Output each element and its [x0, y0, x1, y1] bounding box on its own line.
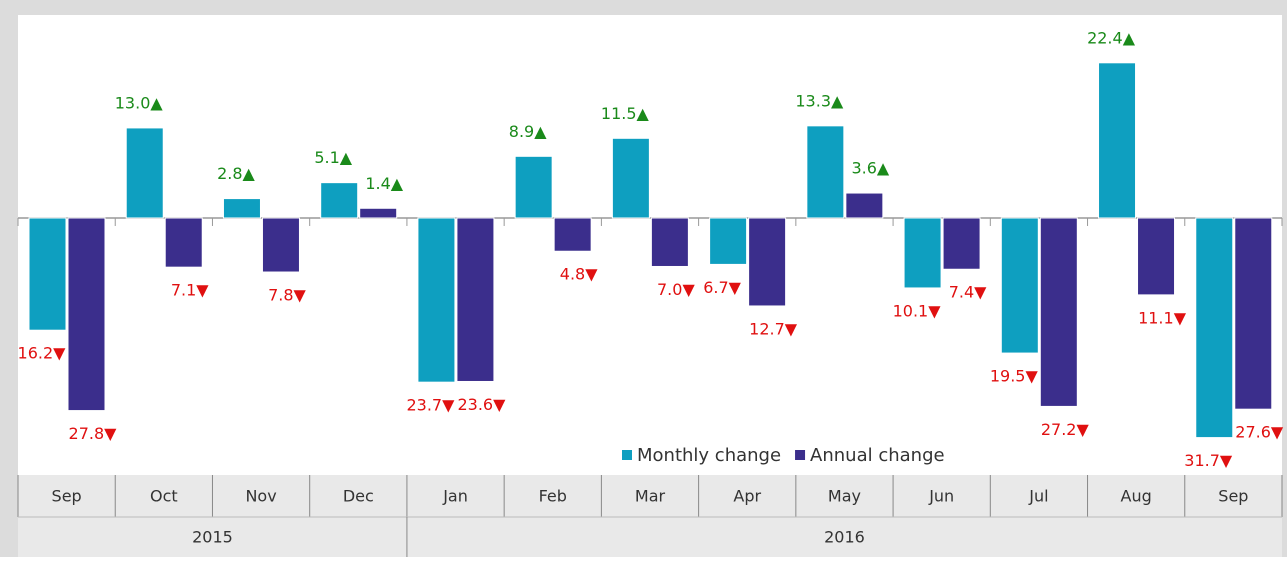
- year-label: 2015: [192, 528, 233, 547]
- data-label: 19.5▼: [990, 367, 1039, 386]
- x-tick-label: Feb: [539, 487, 567, 506]
- bar: [903, 217, 942, 289]
- bar: [709, 217, 748, 265]
- data-label: 23.7▼: [406, 396, 455, 415]
- bar: [1137, 217, 1176, 296]
- x-tick-label: Jun: [928, 487, 954, 506]
- bar: [222, 198, 261, 219]
- data-label: 7.4▼: [949, 283, 987, 302]
- bar: [164, 217, 203, 268]
- bar: [456, 217, 495, 382]
- data-label: 27.6▼: [1235, 423, 1284, 442]
- bar: [320, 182, 359, 219]
- x-tick-label: Mar: [635, 487, 666, 506]
- bar: [942, 217, 981, 270]
- axis-band: [18, 475, 1282, 557]
- data-label: 7.1▼: [171, 281, 209, 300]
- data-label: 13.0▲: [115, 93, 164, 112]
- data-label: 7.8▼: [268, 286, 306, 305]
- data-label: 4.8▼: [560, 265, 598, 284]
- x-tick-label: Apr: [733, 487, 761, 506]
- legend-swatch: [622, 450, 632, 460]
- bar: [125, 127, 164, 219]
- bar: [806, 125, 845, 219]
- x-tick-label: Nov: [245, 487, 276, 506]
- legend-swatch: [795, 450, 806, 460]
- bar: [1098, 62, 1137, 219]
- data-label: 23.6▼: [457, 395, 506, 414]
- data-label: 13.3▲: [795, 91, 844, 110]
- bar: [748, 217, 787, 307]
- bar: [417, 217, 456, 383]
- x-tick-label: Oct: [150, 487, 178, 506]
- plot-area: [18, 15, 1282, 475]
- x-tick-label: Sep: [1218, 487, 1248, 506]
- bar: [359, 207, 398, 219]
- data-label: 22.4▲: [1087, 28, 1136, 47]
- data-label: 1.4▲: [365, 174, 403, 193]
- x-tick-label: Jan: [442, 487, 468, 506]
- data-label: 7.0▼: [657, 280, 695, 299]
- bar: [514, 155, 553, 219]
- data-label: 8.9▲: [509, 122, 547, 141]
- bar: [1234, 217, 1273, 410]
- bar: [650, 217, 689, 267]
- bar: [611, 137, 650, 219]
- x-tick-label: May: [828, 487, 861, 506]
- data-label: 16.2▼: [18, 344, 67, 363]
- data-label: 11.5▲: [601, 104, 650, 123]
- data-label: 10.1▼: [893, 301, 942, 320]
- data-label: 12.7▼: [749, 319, 798, 338]
- data-label: 3.6▲: [851, 159, 889, 178]
- bar: [261, 217, 300, 273]
- year-label: 2016: [824, 528, 865, 547]
- x-tick-label: Dec: [343, 487, 374, 506]
- x-tick-label: Sep: [52, 487, 82, 506]
- bar: [553, 217, 592, 252]
- x-tick-label: Jul: [1028, 487, 1048, 506]
- data-label: 27.2▼: [1041, 420, 1090, 439]
- data-label: 2.8▲: [217, 164, 255, 183]
- data-label: 11.1▼: [1138, 308, 1187, 327]
- data-label: 27.8▼: [69, 424, 118, 443]
- bar: [1000, 217, 1039, 354]
- data-label: 31.7▼: [1184, 451, 1233, 470]
- bar: [845, 192, 884, 219]
- data-label: 5.1▲: [314, 148, 352, 167]
- bar: [1195, 217, 1234, 439]
- legend-label: Annual change: [810, 445, 945, 466]
- legend-label: Monthly change: [637, 445, 781, 466]
- data-label: 6.7▼: [703, 278, 741, 297]
- bar: [1039, 217, 1078, 407]
- bar: [67, 217, 106, 412]
- x-tick-label: Aug: [1121, 487, 1152, 506]
- bar: [28, 217, 67, 331]
